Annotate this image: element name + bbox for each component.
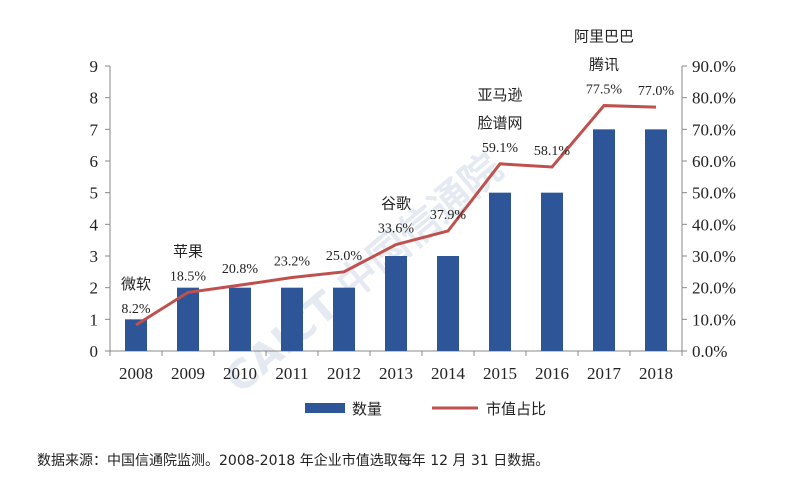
x-tick-label: 2017 — [587, 364, 622, 383]
y-right-tick-label: 40.0% — [692, 215, 736, 234]
y-right-tick-label: 20.0% — [692, 279, 736, 298]
watermark: CAICT 中国信通院 — [217, 145, 511, 402]
y-right-tick-label: 30.0% — [692, 247, 736, 266]
bar-2014 — [437, 256, 459, 351]
y-left-tick-label: 5 — [90, 184, 99, 203]
data-label-2012: 25.0% — [326, 249, 363, 264]
data-label-2008: 8.2% — [121, 302, 151, 317]
legend-label-line: 市值占比 — [486, 400, 546, 418]
y-left-tick-label: 2 — [90, 279, 99, 298]
x-tick-label: 2016 — [535, 364, 569, 383]
x-tick-label: 2013 — [379, 364, 413, 383]
bar-2017 — [593, 129, 615, 351]
bar-2012 — [333, 287, 355, 351]
bar-2011 — [281, 287, 303, 351]
y-left-tick-label: 9 — [90, 57, 99, 76]
bar-2015 — [489, 192, 511, 351]
annotation-2013: 谷歌 — [381, 195, 411, 213]
y-left-tick-label: 7 — [90, 120, 99, 139]
data-label-2009: 18.5% — [170, 269, 207, 284]
y-left-tick-label: 3 — [90, 247, 99, 266]
x-tick-label: 2014 — [431, 364, 466, 383]
x-tick-label: 2009 — [171, 364, 205, 383]
bar-2010 — [229, 287, 251, 351]
y-right-tick-label: 70.0% — [692, 120, 736, 139]
y-right-tick-label: 90.0% — [692, 57, 736, 76]
legend-label-bar: 数量 — [352, 400, 382, 418]
y-left-tick-label: 8 — [90, 89, 99, 108]
y-left-tick-label: 0 — [90, 342, 99, 361]
annotation-2008: 微软 — [121, 275, 151, 293]
x-tick-label: 2008 — [119, 364, 153, 383]
y-left-tick-label: 1 — [90, 310, 99, 329]
x-tick-label: 2012 — [327, 364, 361, 383]
bar-2018 — [645, 129, 667, 351]
x-tick-label: 2015 — [483, 364, 517, 383]
data-label-2015: 59.1% — [482, 141, 519, 156]
data-label-2018: 77.0% — [638, 84, 675, 99]
y-right-tick-label: 80.0% — [692, 89, 736, 108]
annotation-2015: 脸谱网 — [477, 114, 522, 132]
source-note: 数据来源：中国信通院监测。2008-2018 年企业市值选取每年 12 月 31… — [37, 453, 550, 469]
data-label-2010: 20.8% — [222, 262, 259, 277]
axes: 01234567890.0%10.0%20.0%30.0%40.0%50.0%6… — [90, 57, 736, 383]
x-tick-label: 2018 — [639, 364, 673, 383]
y-right-tick-label: 0.0% — [692, 342, 727, 361]
annotation-2015: 亚马逊 — [477, 86, 522, 104]
y-right-tick-label: 10.0% — [692, 310, 736, 329]
x-tick-label: 2011 — [275, 364, 308, 383]
watermark-text: CAICT 中国信通院 — [217, 145, 511, 402]
data-label-2011: 23.2% — [274, 255, 311, 270]
data-label-2016: 58.1% — [534, 144, 571, 159]
bar-2013 — [385, 256, 407, 351]
annotation-2017: 腾讯 — [589, 56, 619, 74]
data-labels: 8.2% 18.5% 20.8% 23.2% 25.0% 33.6% 37.9% 59.1% 5… — [121, 83, 674, 317]
y-right-tick-label: 60.0% — [692, 152, 736, 171]
bars — [125, 129, 667, 351]
data-label-2013: 33.6% — [378, 222, 415, 237]
y-left-tick-label: 6 — [90, 152, 99, 171]
data-label-2017: 77.5% — [586, 83, 623, 98]
y-right-tick-label: 50.0% — [692, 184, 736, 203]
bar-2016 — [541, 192, 563, 351]
annotation-2009: 苹果 — [173, 242, 203, 260]
annotation-2017: 阿里巴巴 — [574, 28, 634, 46]
line-share — [135, 104, 657, 327]
legend: 数量 市值占比 — [305, 400, 546, 418]
data-label-2014: 37.9% — [430, 208, 467, 223]
y-left-tick-label: 4 — [90, 215, 99, 234]
bar-2008 — [125, 319, 147, 351]
bar-2009 — [177, 287, 199, 351]
line-series — [135, 104, 657, 327]
legend-swatch-bar — [305, 403, 345, 413]
x-tick-label: 2010 — [223, 364, 257, 383]
